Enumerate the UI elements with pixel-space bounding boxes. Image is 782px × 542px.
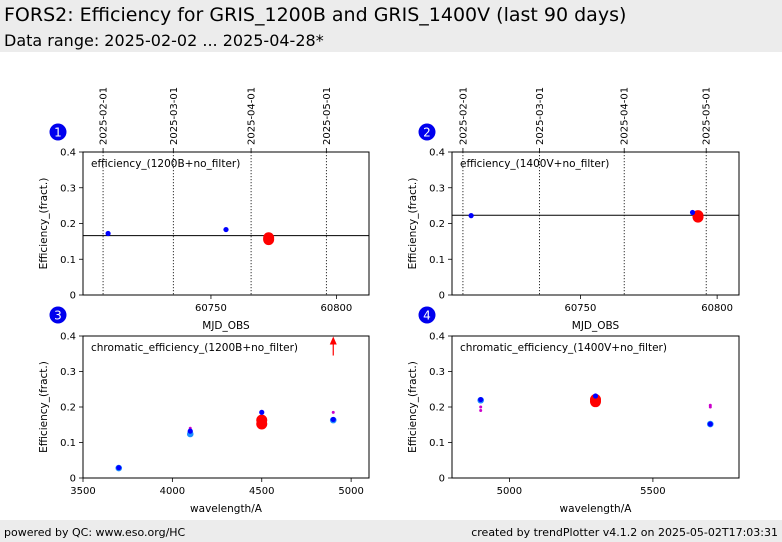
panel-annotation: efficiency_(1200B+no_filter)	[91, 158, 240, 170]
y-tick-label: 0.3	[60, 367, 76, 378]
x-tick-label: 5000	[338, 486, 363, 497]
x-tick-label: 4000	[160, 486, 185, 497]
panel-3: 3 0 0.1 0.2 0.3 0.4 3500 4000 4500 5000 wavelength…	[38, 306, 370, 515]
secondary-point	[479, 409, 483, 413]
panel-annotation: chromatic_efficiency_(1400V+no_filter)	[460, 342, 667, 354]
panel-number-badge	[418, 123, 436, 141]
y-tick-label: 0.3	[60, 183, 76, 194]
data-point	[689, 209, 696, 216]
x-axis-label: wavelength/A	[560, 503, 633, 515]
panel-number-badge	[49, 306, 67, 324]
date-tick-label: 2025-03-01	[535, 87, 546, 145]
panel-annotation: efficiency_(1400V+no_filter)	[460, 158, 609, 170]
report-footer: powered by QC: www.eso.org/HC created by…	[0, 520, 782, 542]
plot-frame	[451, 151, 740, 296]
date-tick-label: 2025-02-01	[99, 87, 110, 145]
y-tick-label: 0.2	[429, 403, 445, 414]
x-axis-label: wavelength/A	[190, 503, 263, 515]
data-point	[259, 409, 265, 415]
data-point	[116, 465, 122, 471]
latest-point	[256, 414, 268, 426]
data-point	[592, 393, 599, 399]
y-tick-label: 0	[439, 291, 445, 302]
y-axis-label: Efficiency_(fract.)	[38, 178, 50, 270]
y-tick-label: 0.4	[60, 332, 76, 343]
y-tick-label: 0.4	[429, 332, 445, 343]
report-title: FORS2: Efficiency for GRIS_1200B and GRI…	[4, 4, 627, 26]
latest-point	[590, 394, 601, 406]
data-point	[187, 428, 193, 434]
data-point	[478, 396, 484, 403]
date-tick-label: 2025-04-01	[247, 87, 258, 145]
x-tick-label: 60750	[565, 303, 597, 314]
data-point	[707, 421, 713, 427]
date-tick-label: 2025-03-01	[169, 87, 180, 145]
y-tick-label: 0	[70, 291, 76, 302]
y-tick-label: 0.2	[60, 219, 76, 230]
x-tick-label: 60800	[320, 303, 352, 314]
panel-4: 4 0 0.1 0.2 0.3 0.4 5000 5500 wavelength/A Effici…	[407, 306, 740, 515]
panel-number: 1	[54, 126, 62, 140]
report-header: FORS2: Efficiency for GRIS_1200B and GRI…	[0, 0, 782, 52]
y-tick-label: 0.1	[429, 255, 445, 266]
panel-2: 2 2025-02-01 2025-03-01 2025-04-01 2025-05-0…	[407, 87, 740, 332]
secondary-point	[479, 405, 483, 409]
y-tick-label: 0.3	[429, 183, 445, 194]
x-tick-label: 4500	[249, 486, 274, 497]
x-tick-label: 60800	[701, 303, 733, 314]
out-of-range-arrow-head	[329, 336, 337, 345]
date-tick-label: 2025-04-01	[620, 87, 631, 145]
date-tick-label: 2025-02-01	[458, 87, 469, 145]
x-tick-label: 3500	[70, 486, 95, 497]
panel-number: 2	[423, 126, 431, 140]
date-tick-label: 2025-05-01	[702, 87, 713, 145]
x-tick-label: 5500	[640, 486, 665, 497]
data-point	[223, 226, 229, 233]
y-tick-label: 0.2	[429, 219, 445, 230]
y-axis-label: Efficiency_(fract.)	[407, 178, 419, 270]
panel-number: 4	[423, 309, 431, 323]
report-subtitle: Data range: 2025-02-02 ... 2025-04-28*	[4, 31, 324, 50]
date-tick-label: 2025-05-01	[322, 87, 333, 145]
footer-credit: powered by QC: www.eso.org/HC	[4, 526, 186, 539]
x-tick-label: 60750	[195, 303, 227, 314]
y-tick-label: 0.1	[429, 438, 445, 449]
data-point	[330, 416, 336, 423]
panel-1: 1 2025-02-01 2025-03-01 2025-04-01 2025-05-0…	[38, 87, 370, 332]
plot-frame	[82, 335, 370, 479]
latest-point	[692, 210, 704, 222]
x-axis-label: MJD_OBS	[202, 320, 250, 332]
latest-point	[263, 232, 275, 244]
x-axis-label: MJD_OBS	[572, 320, 620, 332]
secondary-point	[708, 403, 712, 407]
panel-number-badge	[418, 306, 436, 324]
data-point	[468, 213, 474, 219]
secondary-point	[331, 410, 335, 414]
panel-number-badge	[49, 123, 67, 141]
y-tick-label: 0.4	[429, 148, 445, 159]
y-tick-label: 0.1	[60, 438, 76, 449]
plot-frame	[451, 335, 740, 479]
x-tick-label: 5000	[497, 486, 522, 497]
y-tick-label: 0.3	[429, 367, 445, 378]
y-tick-label: 0	[70, 474, 76, 485]
y-tick-label: 0.4	[60, 148, 76, 159]
y-axis-label: Efficiency_(fract.)	[38, 361, 50, 453]
data-point	[105, 230, 111, 237]
plot-frame	[82, 151, 370, 296]
y-tick-label: 0.2	[60, 403, 76, 414]
panel-number: 3	[54, 309, 62, 323]
y-tick-label: 0	[439, 474, 445, 485]
footer-generator: created by trendPlotter v4.1.2 on 2025-0…	[471, 526, 778, 539]
panel-annotation: chromatic_efficiency_(1200B+no_filter)	[91, 342, 298, 354]
y-tick-label: 0.1	[60, 255, 76, 266]
y-axis-label: Efficiency_(fract.)	[407, 361, 419, 453]
